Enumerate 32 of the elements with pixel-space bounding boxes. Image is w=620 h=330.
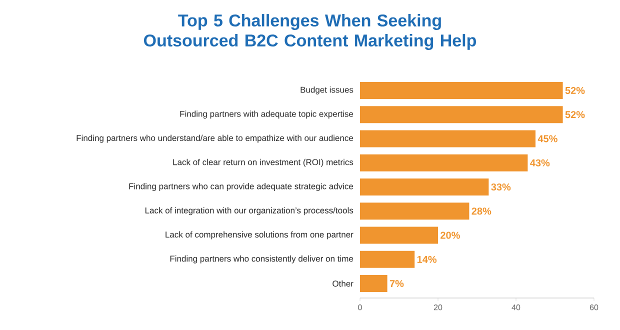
x-tick-label: 40 xyxy=(512,304,520,310)
y-tick-label: Lack of clear return on investment (ROI) metrics xyxy=(173,158,354,167)
y-tick-label: Other xyxy=(332,280,354,287)
y-tick-label: Finding partners who consistently deliver on time xyxy=(170,255,354,264)
bar xyxy=(360,130,536,148)
y-tick-label: Finding partners with adequate topic expertise xyxy=(180,110,354,119)
bar xyxy=(360,202,470,220)
x-tick-label: 20 xyxy=(434,304,442,310)
y-tick-label: Budget issues xyxy=(300,86,354,94)
data-label: 43% xyxy=(530,159,550,166)
data-label: 45% xyxy=(538,135,558,142)
x-tick-label: 0 xyxy=(358,304,362,310)
x-tick-label: 60 xyxy=(590,304,598,310)
data-label: 20% xyxy=(440,232,460,239)
y-tick-label: Lack of integration with our organization’s process/tools xyxy=(145,207,354,216)
chart-title: Top 5 Challenges When Seeking Outsourced B2C Content Marketing Help xyxy=(144,14,476,50)
data-label: 7% xyxy=(390,280,404,288)
y-tick-label: Finding partners who can provide adequate strategic advice xyxy=(129,183,354,191)
bar xyxy=(360,154,528,172)
bar xyxy=(360,178,489,196)
data-label: 33% xyxy=(491,183,511,191)
data-label: 14% xyxy=(417,256,437,263)
bar xyxy=(360,82,563,99)
y-tick-label: Finding partners who understand/are able to empathize with our audience xyxy=(76,134,354,143)
bar xyxy=(360,250,415,268)
data-label: 52% xyxy=(565,111,585,118)
bar xyxy=(360,226,438,244)
data-label: 52% xyxy=(565,86,585,94)
bar xyxy=(360,106,563,124)
bar xyxy=(360,275,388,292)
data-label: 28% xyxy=(472,208,492,215)
y-tick-label: Lack of comprehensive solutions from one partner xyxy=(166,231,354,240)
